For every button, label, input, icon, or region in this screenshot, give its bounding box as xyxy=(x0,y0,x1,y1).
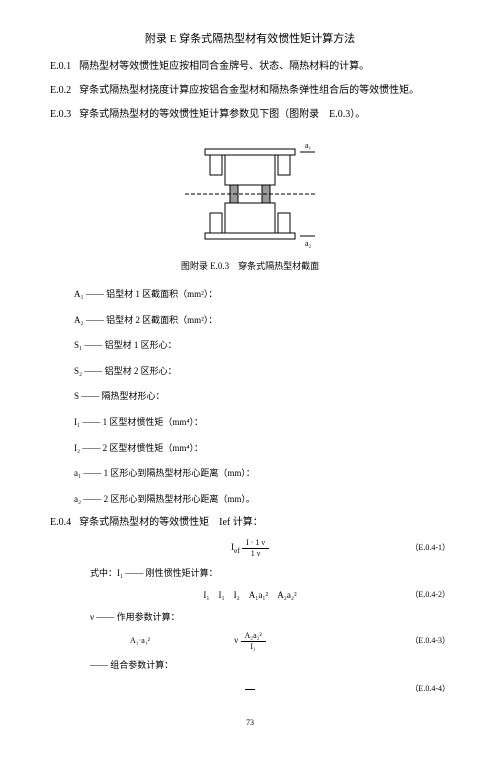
section-e01: E.0.1 隔热型材等效惯性矩应按相同合金牌号、状态、隔热材料的计算。 xyxy=(50,58,450,76)
fraction xyxy=(245,679,255,699)
def-aa1: a₁ —— 1 区形心到隔热型材形心距离（mm）： xyxy=(50,463,450,485)
page-title: 附录 E 穿条式隔热型材有效惯性矩计算方法 xyxy=(50,30,450,50)
formula-1: Ief I · 1 ν 1 ν （E.0.4-1） xyxy=(50,538,450,558)
section-e04: E.0.4 穿条式隔热型材的等效惯性矩 Ief 计算： xyxy=(50,514,450,532)
formula-eqnum: （E.0.4-2） xyxy=(350,588,450,602)
def-i2: I₂ —— 2 区型材惯性矩（mm⁴）： xyxy=(50,438,450,460)
diagram-label-a1: a₁ xyxy=(305,141,312,150)
fraction: A₂a₂² I₁ xyxy=(241,631,266,651)
diagram-caption: 图附录 E.0.3 穿条式隔热型材截面 xyxy=(50,258,450,274)
section-text: 穿条式隔热型材的等效惯性矩计算参数见下图（图附录 E.0.3）。 xyxy=(79,109,365,120)
formula-3-label: ν —— 作用参数计算： xyxy=(50,609,450,625)
formula-lhs: Ief xyxy=(231,542,240,552)
diagram-label-a2: a₂ xyxy=(305,239,312,248)
def-aa2: a₂ —— 2 区形心到隔热型材形心距离（mm）。 xyxy=(50,489,450,511)
formula-2: I₁ I₁ I₂ A₁a₁² A₂a₂² （E.0.4-2） xyxy=(50,587,450,603)
formula-pre: A₁·a₁² xyxy=(50,634,150,648)
formula-4: （E.0.4-4） xyxy=(50,679,450,699)
section-e02: E.0.2 穿条式隔热型材挠度计算应按铝合金型材和隔热条弹性组合后的等效惯性矩。 xyxy=(50,82,450,100)
section-num: E.0.3 xyxy=(50,109,71,120)
def-a2: A₂ —— 铝型材 2 区截面积（mm²）： xyxy=(50,310,450,332)
formula-4-label: —— 组合参数计算： xyxy=(50,657,450,673)
section-text: 穿条式隔热型材挠度计算应按铝合金型材和隔热条弹性组合后的等效惯性矩。 xyxy=(79,85,419,96)
formula-mid: I₁ I₁ I₂ A₁a₁² A₂a₂² xyxy=(150,587,350,603)
formula-eqnum: （E.0.4-4） xyxy=(350,682,450,696)
def-a1: A₁ —— 铝型材 1 区截面积（mm²）： xyxy=(50,284,450,306)
section-num: E.0.4 xyxy=(50,517,71,528)
section-num: E.0.1 xyxy=(50,61,71,72)
formula-eqnum: （E.0.4-3） xyxy=(350,634,450,648)
def-s2: S₂ —— 铝型材 2 区形心： xyxy=(50,361,450,383)
formula-1-label: 式中：I₁ —— 刚性惯性矩计算： xyxy=(50,565,450,581)
def-s: S —— 隔热型材形心： xyxy=(50,386,450,408)
formula-lhs: ν xyxy=(234,635,238,645)
def-s1: S₁ —— 铝型材 1 区形心： xyxy=(50,335,450,357)
formula-3: A₁·a₁² ν A₂a₂² I₁ （E.0.4-3） xyxy=(50,631,450,651)
section-num: E.0.2 xyxy=(50,85,71,96)
cross-section-diagram: a₁ a₂ xyxy=(50,134,450,254)
section-e03: E.0.3 穿条式隔热型材的等效惯性矩计算参数见下图（图附录 E.0.3）。 xyxy=(50,106,450,124)
formula-eqnum: （E.0.4-1） xyxy=(350,541,450,555)
fraction: I · 1 ν 1 ν xyxy=(242,538,269,558)
def-i1: I₁ —— 1 区型材惯性矩（mm⁴）： xyxy=(50,412,450,434)
section-text: 穿条式隔热型材的等效惯性矩 Ief 计算： xyxy=(79,517,263,528)
section-text: 隔热型材等效惯性矩应按相同合金牌号、状态、隔热材料的计算。 xyxy=(79,61,369,72)
page-number: 73 xyxy=(50,716,450,730)
